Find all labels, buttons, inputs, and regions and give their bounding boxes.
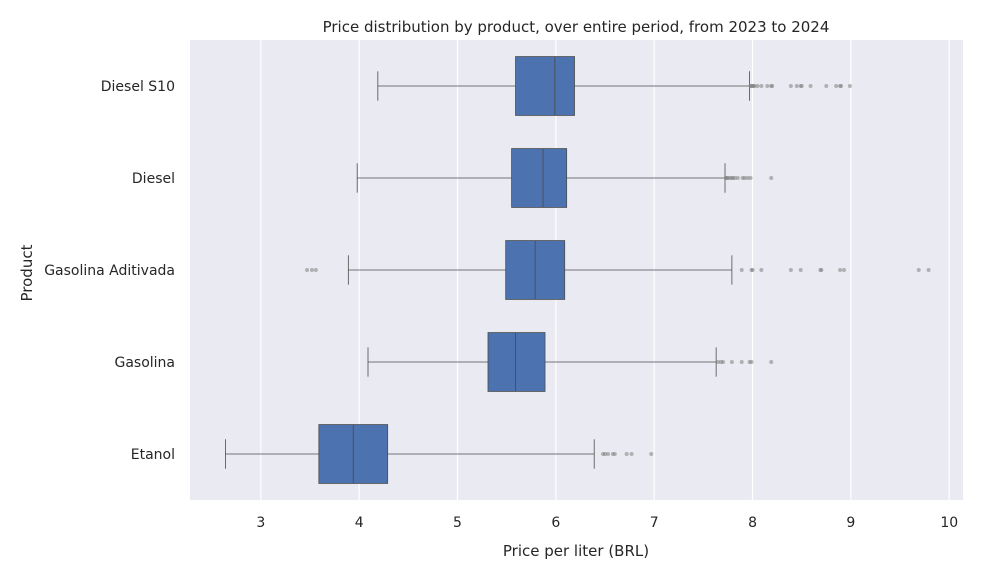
outlier-point: [603, 452, 608, 456]
box-group: [356, 148, 774, 208]
outlier-point: [755, 84, 760, 88]
x-tick-label: 4: [355, 515, 364, 531]
box-group: [377, 56, 852, 116]
outlier-point: [819, 268, 824, 272]
outlier-point: [752, 84, 757, 88]
x-tick-label: 10: [940, 515, 958, 531]
chart-title: Price distribution by product, over enti…: [323, 18, 830, 36]
y-tick-label: Diesel S10: [101, 79, 175, 95]
outlier-point: [769, 360, 774, 364]
outlier-point: [842, 268, 847, 272]
outlier-point: [788, 268, 793, 272]
outlier-point: [916, 268, 921, 272]
outlier-point: [926, 268, 931, 272]
y-tick-labels: Diesel S10 Diesel Gasolina Aditivada Gasoli…: [44, 79, 175, 463]
outlier-point: [839, 84, 844, 88]
outlier-point: [770, 84, 775, 88]
outlier-point: [765, 84, 770, 88]
box-group: [367, 332, 774, 392]
x-tick-label: 5: [453, 515, 462, 531]
outlier-point: [794, 84, 799, 88]
x-tick-label: 8: [748, 515, 757, 531]
x-tick-label: 9: [846, 515, 855, 531]
outlier-point: [742, 176, 747, 180]
y-tick-label: Diesel: [132, 171, 175, 187]
y-tick-label: Etanol: [131, 447, 175, 463]
outlier-point: [305, 268, 310, 272]
y-tick-label: Gasolina Aditivada: [44, 263, 175, 279]
box-iqr: [511, 148, 568, 208]
outlier-point: [799, 84, 804, 88]
outlier-point: [309, 268, 314, 272]
outlier-point: [612, 452, 617, 456]
outlier-point: [729, 360, 734, 364]
x-tick-label: 3: [256, 515, 265, 531]
outlier-point: [808, 84, 813, 88]
outlier-point: [739, 360, 744, 364]
box-iqr: [515, 56, 575, 116]
x-axis-title: Price per liter (BRL): [503, 542, 649, 560]
outlier-point: [624, 452, 629, 456]
outlier-point: [716, 360, 721, 364]
outlier-point: [759, 84, 764, 88]
outlier-point: [605, 452, 610, 456]
outlier-point: [748, 176, 753, 180]
x-tick-label: 6: [551, 515, 560, 531]
outlier-point: [834, 84, 839, 88]
outlier-point: [798, 268, 803, 272]
outlier-point: [838, 268, 843, 272]
outlier-point: [824, 84, 829, 88]
box-iqr: [487, 332, 546, 392]
outlier-point: [759, 268, 764, 272]
outlier-point: [847, 84, 852, 88]
box-group: [305, 240, 931, 300]
outlier-point: [739, 268, 744, 272]
y-tick-label: Gasolina: [114, 355, 175, 371]
x-tick-labels: 3 4 5 6 7 8 9 10: [256, 515, 958, 531]
outlier-point: [629, 452, 634, 456]
box-group: [225, 424, 654, 484]
outlier-point: [749, 360, 754, 364]
outlier-point: [649, 452, 654, 456]
x-tick-label: 7: [650, 515, 659, 531]
outlier-point: [313, 268, 318, 272]
outlier-point: [745, 176, 750, 180]
outlier-point: [788, 84, 793, 88]
outlier-point: [735, 176, 740, 180]
outlier-point: [769, 176, 774, 180]
y-axis-title: Product: [18, 244, 36, 301]
outlier-point: [721, 360, 726, 364]
boxes-layer: [225, 56, 931, 484]
outlier-point: [732, 176, 737, 180]
outlier-point: [750, 268, 755, 272]
